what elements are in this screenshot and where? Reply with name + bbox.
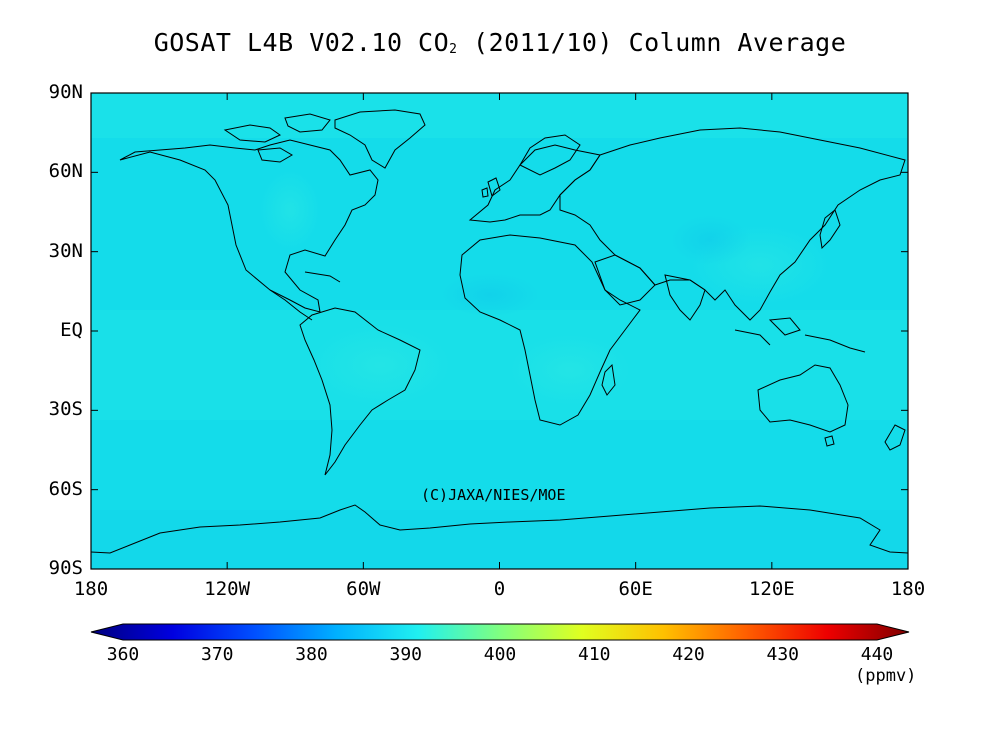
greenland-coast: [334, 109, 426, 169]
colorbar-unit: (ppmv): [855, 666, 917, 686]
y-tick-label: 30N: [48, 239, 83, 262]
colorbar-tick-label: 370: [200, 644, 234, 665]
x-tick-label: 0: [493, 578, 506, 600]
copyright-text: (C)JAXA/NIES/MOE: [421, 486, 566, 504]
colorbar-tick-label: 430: [766, 644, 799, 665]
antarctica-coast: [91, 504, 908, 554]
asia-coast: [559, 127, 906, 321]
colorbar-tick-label: 420: [672, 644, 705, 665]
co2-field: [91, 93, 908, 569]
y-tick-label: 90S: [48, 557, 83, 579]
axis-ticks: [90, 92, 909, 570]
north-america-coast: [119, 139, 379, 313]
y-tick-label: 60S: [48, 477, 83, 500]
colorbar-bar: [90, 623, 910, 641]
x-tick-label: 120W: [204, 578, 251, 600]
colorbar: [90, 623, 910, 641]
colorbar-tick-label: 380: [295, 644, 328, 665]
colorbar-tick-label: 440: [860, 644, 894, 665]
south-america-coast: [299, 307, 421, 476]
colorbar-tick-label: 400: [483, 644, 517, 665]
x-tick-label: 180: [890, 578, 926, 600]
y-tick-label: 60N: [48, 160, 83, 183]
x-tick-label: 180: [73, 578, 109, 600]
map-title: GOSAT L4B V02.10 CO2 (2011/10) Column Av…: [153, 28, 847, 57]
colorbar-tick-label: 390: [389, 644, 422, 665]
y-tick-label: 30S: [48, 398, 83, 421]
colorbar-tick-label: 410: [577, 644, 611, 665]
y-tick-label: 90N: [48, 81, 83, 103]
x-tick-label: 60E: [618, 578, 653, 600]
x-tick-label: 60W: [346, 578, 381, 600]
y-tick-label: EQ: [60, 319, 83, 341]
australia-coast: [757, 364, 849, 433]
x-tick-label: 120E: [748, 578, 795, 600]
coastlines: [91, 109, 908, 554]
africa-coast: [459, 234, 641, 426]
colorbar-tick-label: 360: [106, 644, 140, 665]
